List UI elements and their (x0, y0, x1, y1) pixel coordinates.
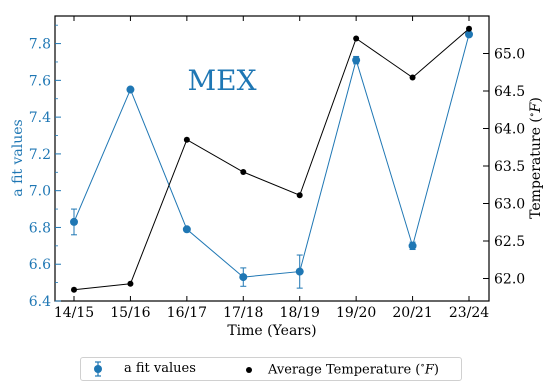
y-axis-label-right: Temperature (∘F) (527, 97, 544, 219)
x-tick-label: 23/24 (449, 305, 489, 321)
legend-label-temperature: Average Temperature (∘F) (268, 361, 439, 378)
temperature-point (71, 286, 77, 293)
y-left-tick-label: 6.8 (29, 220, 51, 236)
temperature-point (409, 74, 416, 81)
x-tick-label: 19/20 (336, 305, 376, 321)
y-left-tick-label: 7.8 (29, 37, 51, 53)
a-fit-point (352, 56, 361, 65)
temperature-series (71, 25, 472, 293)
temperature-point (240, 169, 247, 175)
temperature-point (183, 136, 190, 143)
x-tick-label: 16/17 (167, 305, 207, 321)
y-right-tick-label: 65.0 (494, 47, 525, 63)
legend-marker-a-fit (94, 361, 102, 377)
chart: 14/15 15/16 16/17 17/18 18/19 19/20 20/21 23/24… (10, 15, 544, 339)
y-axis-label-left: a fit values (10, 119, 26, 196)
y-left-tick-label: 7.0 (29, 184, 51, 200)
legend-label-a-fit: a fit values (124, 361, 196, 376)
plot-frame (54, 15, 490, 302)
a-fit-series (70, 30, 473, 289)
x-tick-label: 18/19 (280, 305, 320, 321)
a-fit-point (239, 273, 248, 282)
y-left-tick-label: 7.2 (29, 147, 51, 163)
y-right-tick-label: 62.5 (494, 234, 525, 250)
a-fit-point (408, 241, 417, 250)
legend-marker-temperature (246, 367, 252, 373)
temperature-point (466, 25, 472, 32)
a-fit-point (465, 30, 473, 39)
y-right-tick-label: 63.0 (494, 197, 525, 213)
y-right-tick-label: 64.5 (494, 84, 525, 100)
y-left-tick-label: 6.4 (29, 294, 51, 310)
a-fit-point (295, 267, 304, 276)
a-fit-point (126, 85, 135, 94)
a-fit-point (182, 225, 191, 234)
x-axis-label: Time (Years) (227, 323, 316, 339)
y-right-tick-label: 64.0 (494, 122, 525, 138)
temperature-point (353, 35, 360, 42)
temperature-point (296, 192, 303, 199)
temperature-point (127, 280, 134, 287)
y-left-tick-label: 6.6 (29, 257, 51, 273)
legend: a fit values Average Temperature (∘F) (80, 357, 462, 381)
axes: 14/15 15/16 16/17 17/18 18/19 19/20 20/21 23/24… (29, 16, 525, 321)
a-fit-line (73, 34, 470, 278)
y-left-tick-label: 7.6 (29, 73, 51, 89)
x-tick-label: 15/16 (110, 305, 150, 321)
y-right-tick-label: 63.5 (494, 159, 525, 175)
temperature-line (73, 28, 470, 291)
chart-annotation: MEX (187, 64, 256, 97)
x-tick-label: 17/18 (223, 305, 263, 321)
a-fit-point (70, 217, 78, 226)
x-tick-label: 20/21 (392, 305, 432, 321)
x-tick-label: 14/15 (54, 305, 94, 321)
y-right-tick-label: 62.0 (494, 272, 525, 288)
y-left-tick-label: 7.4 (29, 110, 51, 126)
